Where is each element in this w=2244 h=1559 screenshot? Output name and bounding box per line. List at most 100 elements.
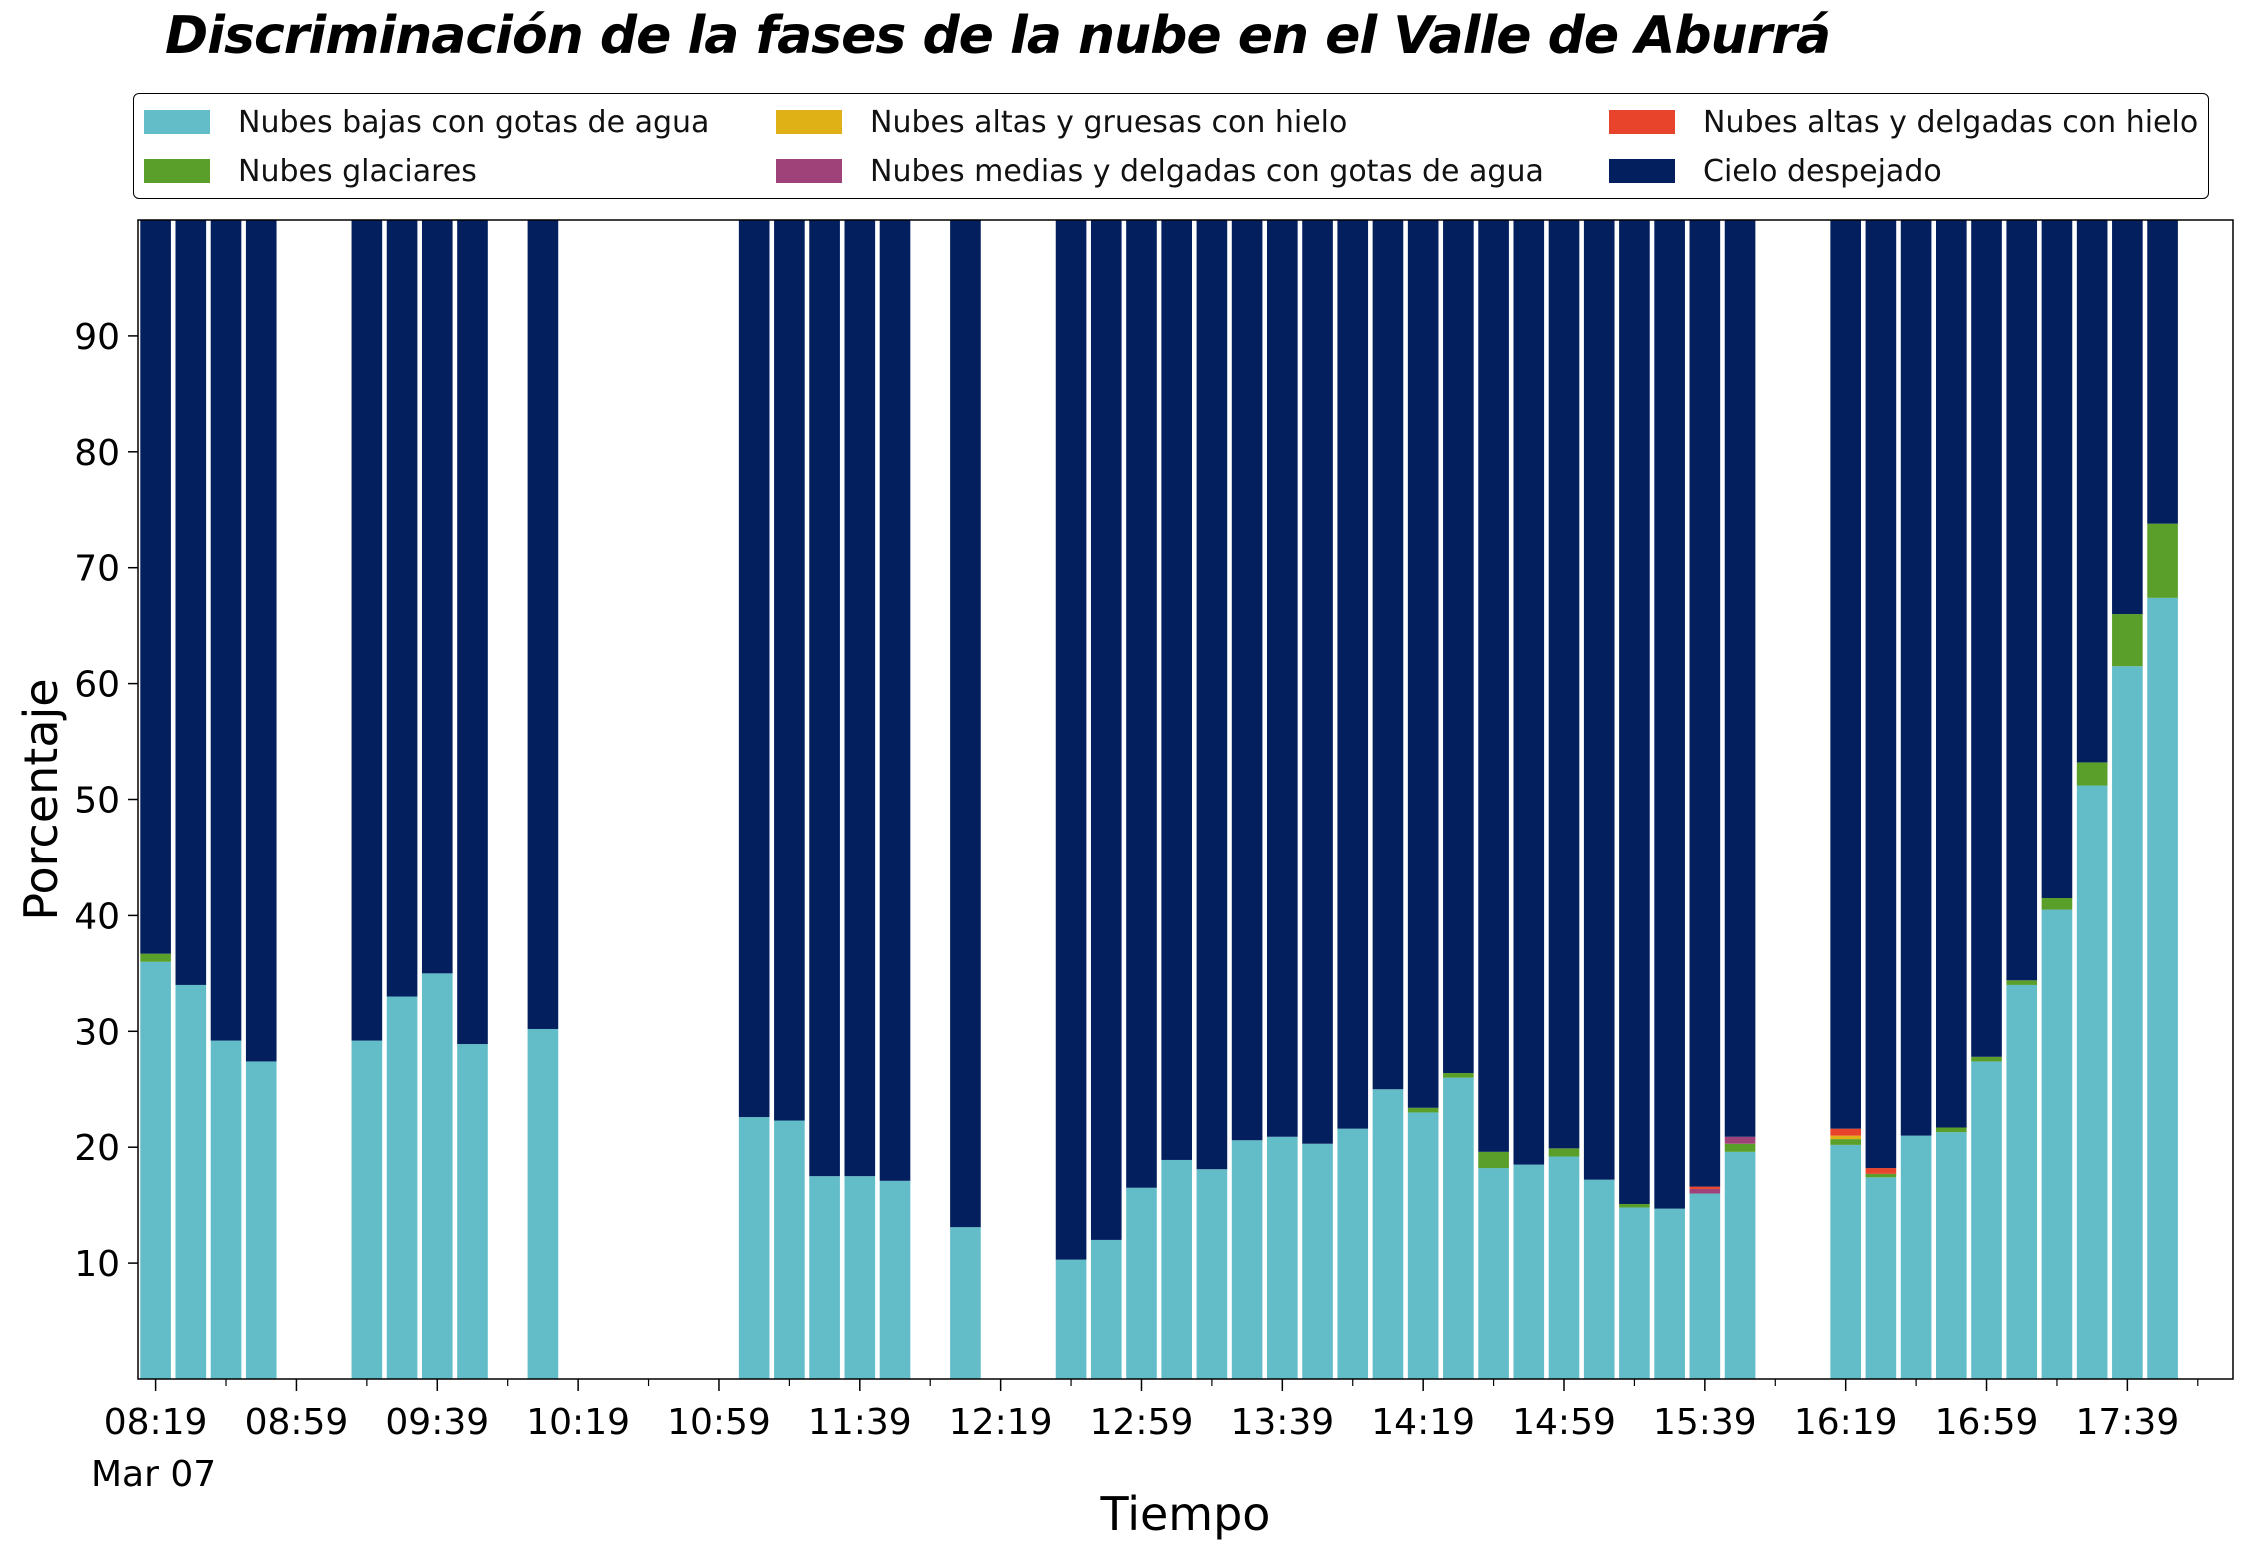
bar-segment <box>1865 220 1897 1169</box>
bar-segment <box>2112 220 2143 615</box>
x-tick-label: 14:19 <box>1371 1402 1475 1443</box>
bar-segment <box>175 984 207 1379</box>
bar-segment <box>1478 1168 1509 1379</box>
bar-segment <box>950 1227 981 1379</box>
legend-label: Nubes altas y delgadas con hielo <box>1703 104 2199 140</box>
bar-segment <box>1619 220 1650 1204</box>
bar-segment <box>457 1044 488 1379</box>
bar-segment <box>1724 1143 1756 1152</box>
x-tick-label: 09:39 <box>385 1402 489 1443</box>
x-tick-label: 08:19 <box>104 1402 208 1443</box>
legend-label: Nubes glaciares <box>238 153 477 189</box>
bar-segment <box>1548 1148 1580 1157</box>
bar-segment <box>844 220 876 1177</box>
bar-segment <box>140 961 171 1379</box>
bar-segment <box>1513 220 1545 1165</box>
bar-segment <box>1583 1179 1615 1379</box>
bar-segment <box>2112 614 2143 667</box>
y-axis: 10 20 30 40 50 60 70 80 90 <box>74 317 138 1285</box>
y-tick-label: 40 <box>74 896 120 937</box>
legend-swatch <box>144 159 210 183</box>
bars-layer <box>140 220 2178 1379</box>
legend-label: Nubes altas y gruesas con hielo <box>870 104 1348 140</box>
legend-item: Nubes bajas con gotas de agua <box>144 102 709 142</box>
x-tick-label: 16:59 <box>1935 1402 2039 1443</box>
bar-segment <box>386 220 418 997</box>
legend-swatch <box>776 110 842 134</box>
legend-swatch <box>776 159 842 183</box>
x-tick-label: 10:19 <box>526 1402 630 1443</box>
bar-segment <box>1407 1107 1439 1113</box>
bar-segment <box>245 220 277 1062</box>
bar-segment <box>2041 909 2073 1379</box>
legend-item: Nubes altas y delgadas con hielo <box>1609 102 2198 142</box>
x-tick-label: 16:19 <box>1794 1402 1898 1443</box>
bar-segment <box>1971 1061 2002 1379</box>
chart-title: Discriminación de la fases de la nube en… <box>165 6 1831 66</box>
y-tick-label: 60 <box>74 665 120 706</box>
bar-segment <box>1689 1188 1721 1194</box>
bar-segment <box>140 953 171 962</box>
bar-segment <box>1267 220 1298 1137</box>
bar-segment <box>738 220 770 1118</box>
bar-segment <box>1936 1132 1967 1379</box>
y-tick-label: 30 <box>74 1012 120 1053</box>
bar-segment <box>527 220 559 1029</box>
bar-segment <box>1865 1168 1897 1174</box>
bar-segment <box>1619 1207 1650 1379</box>
bar-segment <box>1337 1128 1369 1379</box>
bar-segment <box>1090 1239 1122 1379</box>
legend-swatch <box>1609 159 1675 183</box>
legend-label: Cielo despejado <box>1703 153 1942 189</box>
bar-segment <box>1900 1135 1932 1379</box>
bar-segment <box>1654 1208 1685 1379</box>
chart-legend: Nubes bajas con gotas de agua Nubes glaci… <box>133 93 2209 199</box>
bar-segment <box>1689 1193 1721 1379</box>
bar-segment <box>1724 1136 1756 1144</box>
bar-segment <box>421 973 453 1379</box>
bar-segment <box>1090 220 1122 1240</box>
bar-segment <box>1478 220 1509 1152</box>
bar-segment <box>1161 220 1193 1160</box>
bar-segment <box>210 220 242 1041</box>
x-axis: 08:19 08:59 09:39 10:19 10:59 11:39 12:19 12:59… <box>104 1379 2199 1443</box>
bar-segment <box>1583 220 1615 1180</box>
bar-segment <box>879 1180 911 1379</box>
legend-item: Nubes altas y gruesas con hielo <box>776 102 1347 142</box>
bar-segment <box>2147 220 2178 524</box>
legend-swatch <box>1609 110 1675 134</box>
bar-segment <box>527 1028 559 1379</box>
bar-segment <box>1302 220 1333 1144</box>
bar-segment <box>1689 220 1721 1187</box>
bar-segment <box>351 220 383 1041</box>
bar-segment <box>2147 597 2178 1379</box>
legend-item: Nubes medias y delgadas con gotas de agu… <box>776 151 1544 191</box>
legend-swatch <box>144 110 210 134</box>
bar-segment <box>1267 1136 1298 1379</box>
bar-segment <box>1830 1144 1861 1379</box>
bar-segment <box>1055 220 1087 1260</box>
bar-segment <box>386 996 418 1379</box>
bar-segment <box>140 220 171 954</box>
bar-segment <box>2076 220 2108 763</box>
bar-segment <box>1337 220 1369 1129</box>
bar-segment <box>2147 523 2178 598</box>
bar-segment <box>1231 220 1263 1141</box>
bar-segment <box>1654 220 1685 1209</box>
bar-segment <box>2112 666 2143 1379</box>
bar-segment <box>1055 1259 1087 1379</box>
bar-segment <box>774 1120 805 1379</box>
legend-label: Nubes medias y delgadas con gotas de agu… <box>870 153 1544 189</box>
bar-segment <box>2006 984 2038 1379</box>
bar-segment <box>1443 220 1474 1074</box>
bar-segment <box>175 220 207 985</box>
bar-segment <box>1971 1056 2002 1062</box>
bar-segment <box>1548 220 1580 1149</box>
bar-segment <box>1619 1203 1650 1208</box>
bar-segment <box>2041 220 2073 899</box>
legend-item: Cielo despejado <box>1609 151 1942 191</box>
x-tick-label: 11:39 <box>808 1402 912 1443</box>
bar-segment <box>1196 1169 1228 1379</box>
bar-segment <box>1161 1159 1193 1379</box>
